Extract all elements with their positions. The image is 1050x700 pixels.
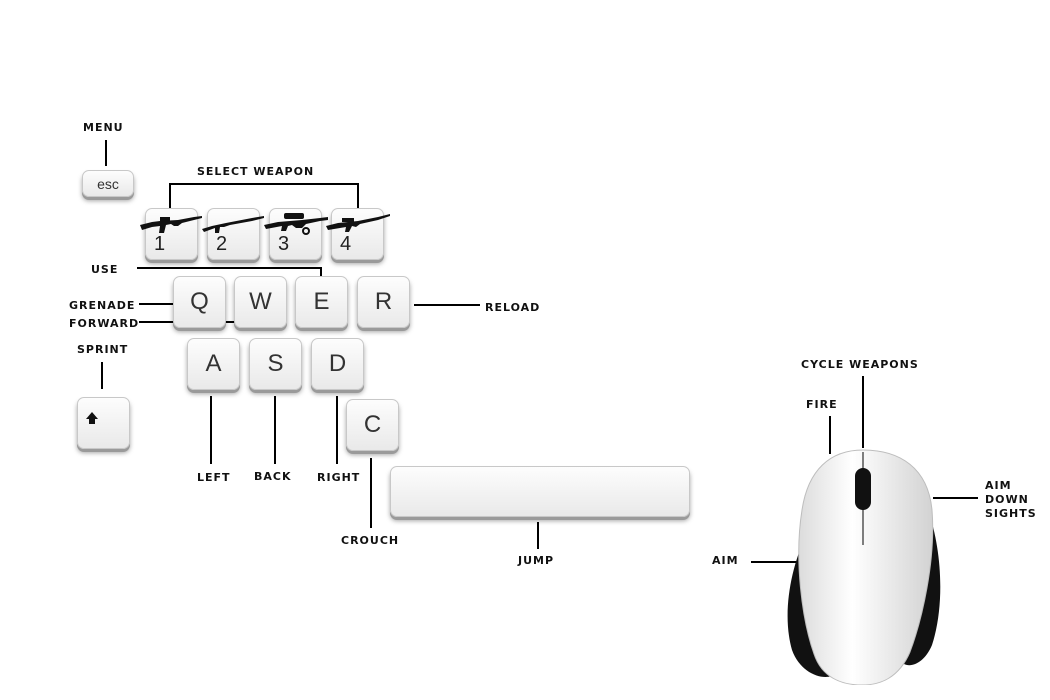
cycle-weapons-label: CYCLE WEAPONS — [801, 358, 919, 371]
select-weapon-bracket-right — [357, 183, 359, 208]
right-label: RIGHT — [317, 471, 361, 484]
s-key: S — [249, 338, 302, 390]
scroll-wheel — [855, 468, 871, 510]
aim-label: AIM — [712, 554, 739, 567]
weapon-3-number: 3 — [278, 233, 290, 255]
shotgun-icon — [202, 216, 264, 233]
left-connector — [210, 396, 212, 464]
aim-down-sights-label-line-2: DOWN — [985, 493, 1029, 506]
sniper-rifle-icon — [264, 213, 328, 235]
crouch-connector — [370, 458, 372, 528]
sprint-label: SPRINT — [77, 343, 129, 356]
reload-connector — [414, 304, 480, 306]
use-label: USE — [91, 263, 119, 276]
grenade-label: GRENADE — [69, 299, 136, 312]
back-label: BACK — [254, 470, 292, 483]
use-connector-h — [137, 267, 322, 269]
jump-label: JUMP — [518, 554, 555, 567]
esc-key: esc — [82, 170, 134, 197]
select-weapon-bracket-left — [169, 183, 171, 208]
jump-connector — [537, 522, 539, 549]
w-key: W — [234, 276, 287, 328]
grenade-connector — [139, 303, 175, 305]
mouse-body — [798, 449, 934, 685]
e-key: E — [295, 276, 348, 328]
fire-label: FIRE — [806, 398, 838, 411]
weapon-4-number: 4 — [340, 233, 352, 255]
weapon-2-key: 2 — [202, 208, 264, 260]
weapon-1-number: 1 — [154, 233, 166, 255]
shift-key — [77, 397, 130, 449]
right-connector — [336, 396, 338, 464]
rifle-icon — [326, 214, 390, 232]
mouse-icon — [787, 449, 941, 685]
aim-connector — [751, 561, 797, 563]
sprint-connector — [101, 362, 103, 389]
spacebar-key — [390, 466, 690, 517]
select-weapon-label: SELECT WEAPON — [197, 165, 315, 178]
d-key: D — [311, 338, 364, 390]
shift-arrow-icon — [86, 412, 98, 424]
assault-rifle-icon — [140, 216, 202, 233]
r-key: R — [357, 276, 410, 328]
menu-label: MENU — [83, 121, 124, 134]
left-label: LEFT — [197, 471, 231, 484]
use-connector-v — [320, 267, 322, 276]
weapon-2-number: 2 — [216, 233, 228, 255]
menu-connector — [105, 140, 107, 166]
aim-down-sights-connector — [933, 497, 978, 499]
select-weapon-bracket-top — [169, 183, 359, 185]
aim-down-sights-label-line-1: AIM — [985, 479, 1012, 492]
weapon-4-key: 4 — [326, 208, 390, 260]
weapon-1-key: 1 — [140, 208, 202, 260]
aim-down-sights-label-line-3: SIGHTS — [985, 507, 1037, 520]
fire-connector — [829, 416, 831, 454]
weapon-3-key: 3 — [264, 208, 328, 260]
forward-label: FORWARD — [69, 317, 140, 330]
reload-label: RELOAD — [485, 301, 541, 314]
back-connector — [274, 396, 276, 464]
a-key: A — [187, 338, 240, 390]
cycle-weapons-connector — [862, 376, 864, 448]
crouch-label: CROUCH — [341, 534, 400, 547]
c-key: C — [346, 399, 399, 451]
q-key: Q — [173, 276, 226, 328]
